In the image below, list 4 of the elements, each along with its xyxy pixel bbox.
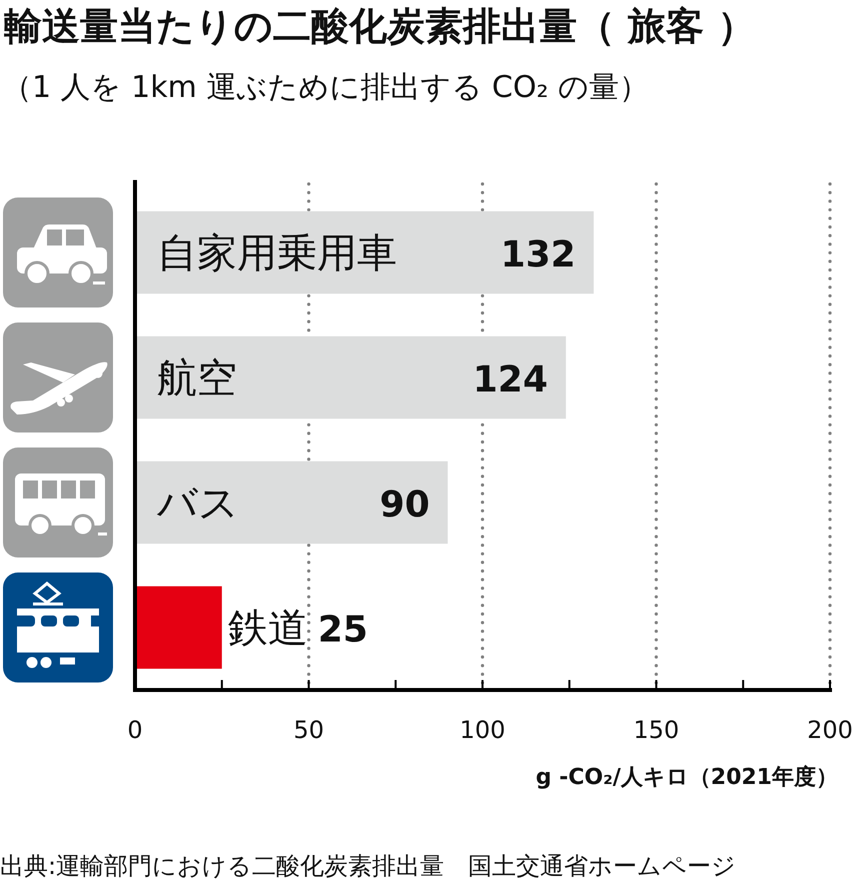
xlabel: g -CO₂/人キロ（2021年度） bbox=[536, 765, 838, 790]
subtitle: （1 人を 1km 運ぶために排出する CO₂ の量） bbox=[2, 70, 650, 105]
annotation: 出典:運輸部門における二酸化炭素排出量 国土交通省ホームページ bbox=[0, 852, 736, 880]
title: 輸送量当たりの二酸化炭素排出量（ 旅客 ） bbox=[4, 4, 756, 48]
